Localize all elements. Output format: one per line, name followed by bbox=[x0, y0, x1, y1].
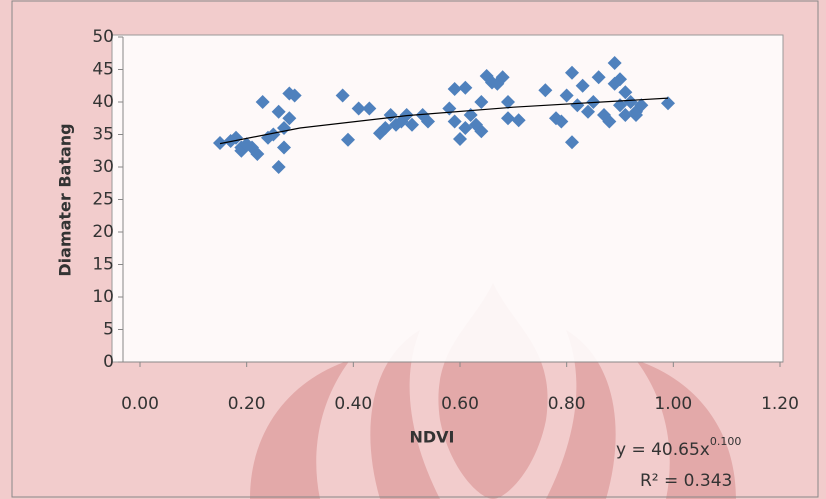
x-tick-label: 1.20 bbox=[761, 394, 799, 414]
y-tick-label: 15 bbox=[92, 255, 114, 275]
x-axis-title: NDVI bbox=[409, 428, 454, 447]
y-tick-label: 5 bbox=[103, 320, 114, 340]
y-tick-label: 40 bbox=[92, 92, 114, 112]
x-tick-label: 1.00 bbox=[654, 394, 692, 414]
y-tick-label: 50 bbox=[92, 27, 114, 47]
r-squared: R² = 0.343 bbox=[640, 471, 732, 491]
y-tick-label: 20 bbox=[92, 222, 114, 242]
y-tick-label: 10 bbox=[92, 287, 114, 307]
x-tick-label: 0.60 bbox=[441, 394, 479, 414]
equation-base: y = 40.65x bbox=[616, 440, 710, 460]
chart: Diamater Batang NDVI y = 40.65x0.100 R² … bbox=[0, 0, 826, 499]
y-tick-label: 35 bbox=[92, 125, 114, 145]
y-tick-label: 30 bbox=[92, 157, 114, 177]
y-axis-title: Diamater Batang bbox=[56, 123, 75, 276]
x-tick-label: 0.80 bbox=[548, 394, 586, 414]
y-tick-label: 0 bbox=[103, 352, 114, 372]
y-tick-label: 45 bbox=[92, 60, 114, 80]
equation-exponent: 0.100 bbox=[710, 435, 742, 448]
x-tick-label: 0.00 bbox=[121, 394, 159, 414]
y-tick-label: 25 bbox=[92, 190, 114, 210]
x-tick-label: 0.40 bbox=[334, 394, 372, 414]
x-tick-label: 0.20 bbox=[228, 394, 266, 414]
plot-area bbox=[112, 35, 783, 362]
